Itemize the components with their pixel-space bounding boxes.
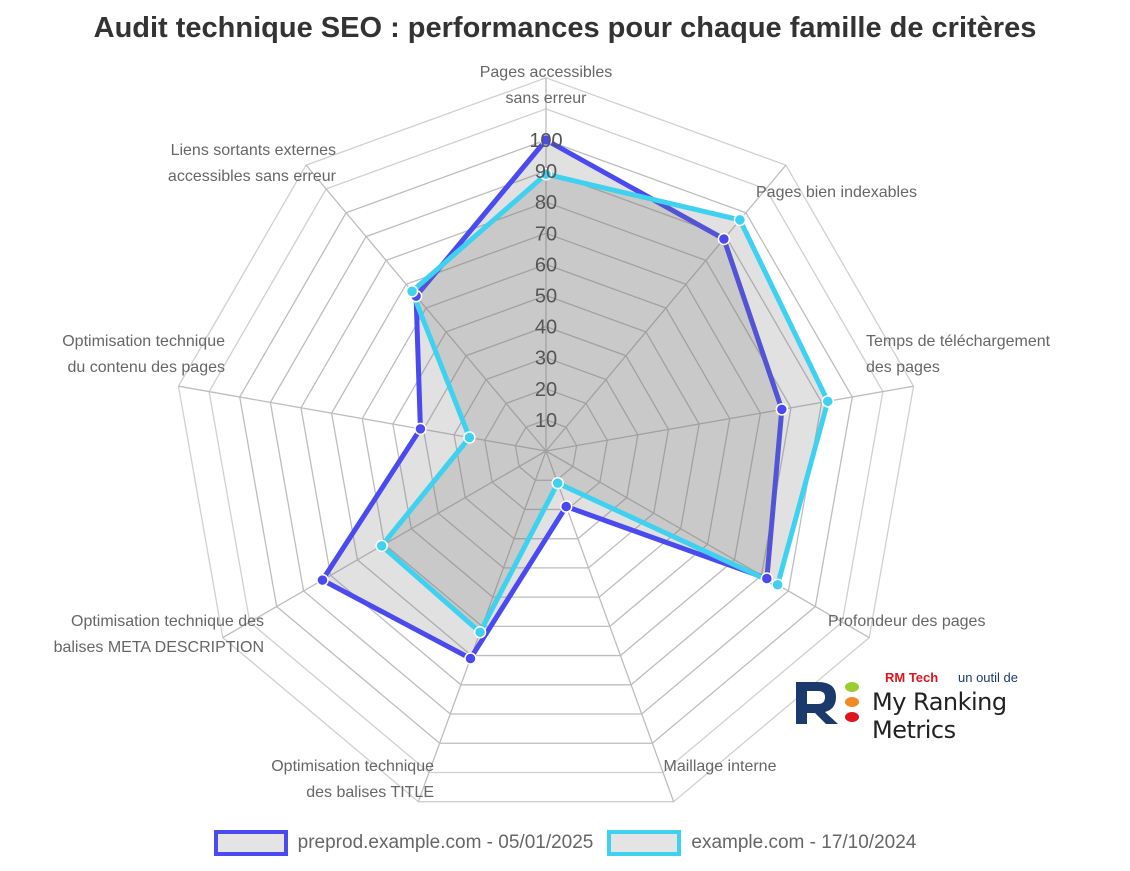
data-point[interactable] (539, 133, 553, 147)
legend-swatch-icon (607, 830, 682, 856)
axis-label-line: Temps de téléchargement (866, 333, 1051, 350)
svg-text:90: 90 (535, 161, 557, 183)
axis-label-line: sans erreur (505, 90, 587, 107)
axis-label-line: Maillage interne (663, 758, 777, 775)
data-point[interactable] (316, 573, 329, 587)
rm-logo-icon (796, 682, 859, 724)
chart-legend: preprod.example.com - 05/01/2025 example… (0, 830, 1130, 856)
data-point[interactable] (539, 167, 553, 181)
axis-label-line: balises META DESCRIPTION (53, 639, 264, 656)
data-point[interactable] (473, 625, 487, 639)
data-point[interactable] (733, 213, 747, 227)
axis-label: Maillage interne (620, 754, 820, 780)
legend-label: example.com - 17/10/2024 (691, 832, 917, 853)
axis-label-line: Profondeur des pages (828, 613, 986, 630)
axis-label-line: Optimisation technique (271, 758, 434, 775)
data-point[interactable] (464, 652, 477, 665)
axis-label: Temps de téléchargement des pages (866, 329, 1106, 381)
legend-item-preprod[interactable]: preprod.example.com - 05/01/2025 (213, 830, 594, 856)
axis-label-line: Pages bien indexables (756, 184, 918, 201)
chart-title: Audit technique SEO : performances pour … (93, 12, 1037, 44)
axis-label-line: Optimisation technique des (71, 613, 264, 630)
series-polygon-0[interactable] (318, 136, 785, 662)
axis-label-line: Optimisation technique (62, 333, 225, 350)
axis-label-line: Pages accessibles (479, 64, 613, 81)
svg-text:50: 50 (535, 286, 557, 308)
data-point[interactable] (551, 476, 564, 490)
data-point[interactable] (414, 422, 427, 436)
axis-label: Liens sortants externes accessibles sans … (100, 138, 336, 190)
axis-label-line: des balises TITLE (306, 784, 434, 801)
data-point[interactable] (405, 285, 419, 298)
data-point[interactable] (559, 500, 573, 513)
axis-label: Pages bien indexables (756, 180, 1016, 206)
svg-text:60: 60 (535, 254, 557, 276)
axis-label: Profondeur des pages (828, 609, 1068, 635)
brand-logo: RM Tech un outil de My Ranking Metrics (792, 668, 1092, 744)
svg-text:100: 100 (529, 130, 562, 152)
tagline-label: un outil de (958, 670, 1018, 685)
axis-label: Pages accessibles sans erreur (446, 60, 646, 112)
brand-name: My Ranking Metrics (872, 688, 1007, 744)
axis-label: Optimisation technique des balises META D… (20, 609, 264, 661)
axis-label-line: du contenu des pages (67, 359, 225, 376)
radar-grid (177, 77, 915, 803)
radar-series (316, 133, 835, 665)
axis-label: Optimisation technique du contenu des pag… (20, 329, 225, 381)
svg-text:80: 80 (535, 192, 557, 214)
data-point[interactable] (821, 395, 835, 408)
svg-text:30: 30 (535, 348, 557, 370)
data-point[interactable] (717, 232, 731, 246)
svg-text:10: 10 (535, 410, 557, 432)
axis-label-line: des pages (866, 359, 940, 376)
legend-label: preprod.example.com - 05/01/2025 (297, 832, 594, 853)
data-point[interactable] (463, 431, 476, 444)
rm-tech-label: RM Tech (885, 670, 939, 685)
svg-text:40: 40 (535, 317, 557, 339)
axis-label-line: Liens sortants externes (170, 142, 336, 159)
legend-item-example[interactable]: example.com - 17/10/2024 (607, 830, 916, 856)
series-polygon-1[interactable] (378, 171, 831, 637)
data-point[interactable] (760, 572, 774, 585)
radial-tick-labels: 10 20 30 40 50 60 70 80 90 100 (529, 130, 562, 432)
svg-text:20: 20 (535, 379, 557, 401)
data-point[interactable] (775, 403, 789, 416)
axis-label: Optimisation technique des balises TITLE (200, 754, 434, 806)
svg-text:70: 70 (535, 223, 557, 245)
axis-label-line: accessibles sans erreur (167, 168, 336, 185)
data-point[interactable] (375, 539, 388, 553)
data-point[interactable] (771, 578, 784, 591)
legend-swatch-icon (213, 830, 288, 856)
